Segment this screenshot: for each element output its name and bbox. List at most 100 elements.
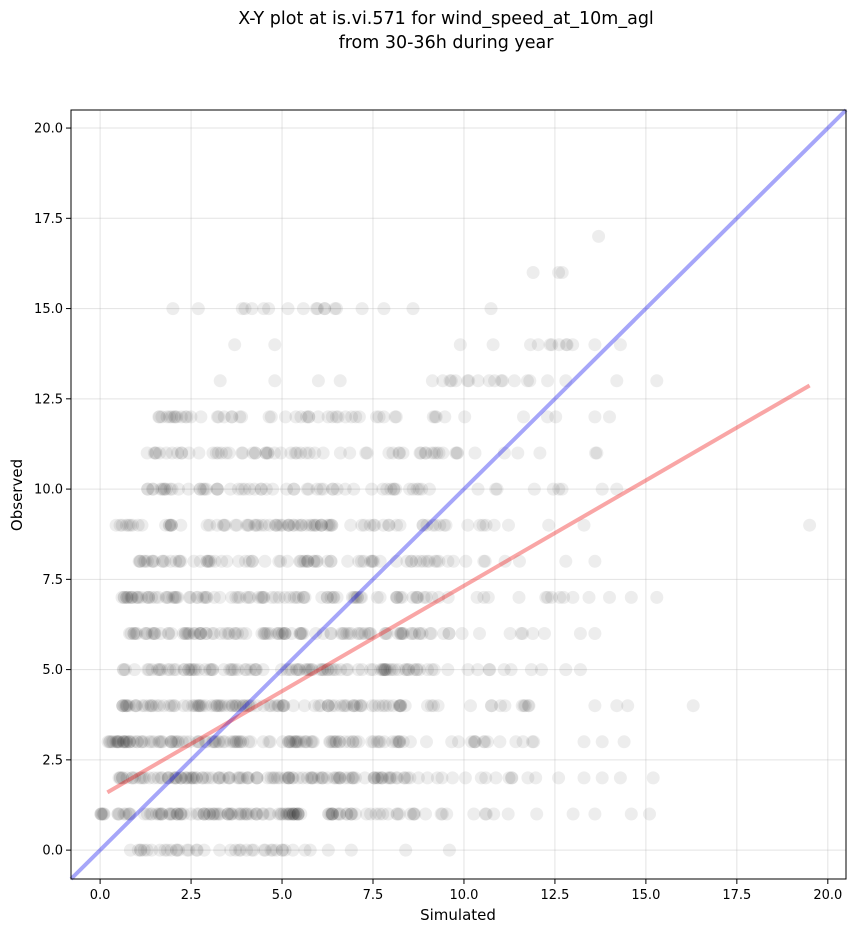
data-point (164, 699, 178, 713)
data-point (577, 771, 591, 785)
data-point (610, 374, 624, 388)
data-point (177, 663, 191, 677)
data-point (280, 482, 294, 496)
data-point (573, 663, 587, 677)
data-point (484, 699, 498, 713)
data-point (398, 771, 412, 785)
data-point (165, 446, 179, 460)
data-point (503, 627, 517, 640)
data-point (308, 518, 322, 532)
data-point (208, 699, 222, 713)
data-point (171, 807, 185, 821)
data-point (383, 771, 397, 785)
data-point (123, 627, 136, 640)
data-point (430, 446, 444, 460)
data-point (119, 699, 133, 713)
data-point (418, 446, 432, 460)
data-point (298, 735, 311, 749)
data-point (238, 482, 252, 496)
grid-lines (71, 110, 846, 879)
data-point (145, 843, 159, 857)
data-point (325, 518, 339, 532)
data-point (373, 735, 387, 749)
data-point (254, 518, 268, 532)
data-point (686, 699, 700, 713)
data-point (427, 663, 441, 677)
data-point (190, 699, 204, 713)
data-point (182, 663, 196, 677)
data-point (261, 446, 275, 460)
data-point (168, 590, 182, 604)
data-point (419, 590, 433, 604)
data-point (139, 627, 153, 640)
data-point (106, 735, 120, 749)
data-point (603, 590, 616, 604)
data-point (119, 735, 133, 749)
data-point (249, 518, 263, 532)
data-point (162, 699, 176, 713)
data-point (355, 302, 369, 316)
data-point (297, 554, 310, 568)
data-point (560, 338, 574, 352)
data-point (147, 735, 161, 749)
data-point (305, 663, 319, 677)
data-point (263, 518, 277, 532)
data-point (459, 554, 473, 568)
data-point (435, 807, 449, 821)
data-point (213, 771, 227, 785)
data-point (238, 302, 252, 316)
data-point (380, 771, 394, 785)
data-point (314, 699, 328, 713)
data-point (146, 482, 159, 496)
data-point (171, 590, 185, 604)
data-point (340, 807, 354, 821)
data-point (315, 771, 329, 785)
data-point (210, 699, 224, 713)
data-point (304, 735, 318, 749)
data-point (349, 735, 363, 749)
data-point (151, 771, 165, 785)
data-point (161, 590, 175, 604)
data-point (244, 699, 258, 713)
data-point (352, 554, 366, 568)
data-point (429, 410, 443, 424)
data-point (344, 518, 358, 532)
data-point (552, 771, 566, 785)
data-point (118, 663, 132, 677)
data-point (273, 771, 287, 785)
data-point (300, 771, 314, 785)
data-point (377, 735, 391, 749)
data-point (603, 410, 616, 424)
data-point (282, 807, 296, 821)
data-point (212, 771, 226, 785)
data-point (389, 554, 403, 568)
data-point (168, 410, 182, 424)
data-point (298, 663, 312, 677)
data-point (343, 446, 357, 460)
data-point (384, 482, 398, 496)
data-point (334, 699, 347, 713)
data-point (330, 590, 344, 604)
data-point (170, 410, 184, 424)
data-point (271, 771, 284, 785)
data-point (368, 699, 382, 713)
data-point (246, 554, 260, 568)
data-point (271, 627, 285, 640)
data-point (465, 735, 478, 749)
data-point (203, 518, 217, 532)
data-point (352, 735, 366, 749)
data-point (159, 590, 173, 604)
data-point (410, 663, 424, 677)
data-point (152, 807, 166, 821)
data-point (152, 735, 166, 749)
data-point (478, 735, 492, 749)
data-point (229, 699, 243, 713)
data-point (161, 771, 175, 785)
data-point (216, 518, 230, 532)
data-point (187, 699, 201, 713)
data-point (178, 627, 192, 640)
data-point (300, 482, 314, 496)
data-point (248, 446, 262, 460)
data-point (115, 771, 129, 785)
data-point (116, 663, 130, 677)
